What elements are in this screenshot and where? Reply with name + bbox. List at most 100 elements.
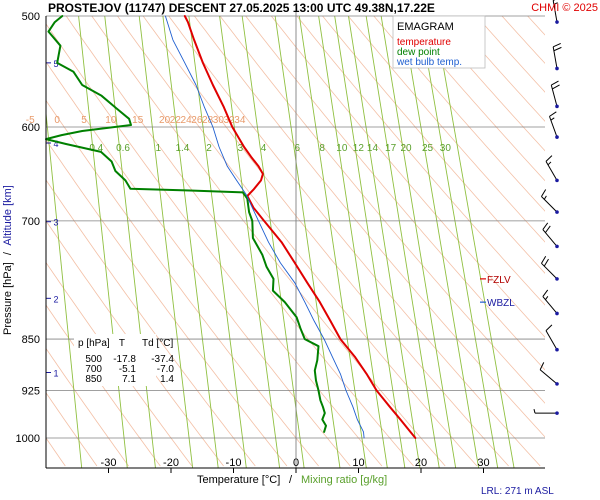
mixing-ratio-line [419, 16, 499, 468]
dry-adiabat-label: 0 [54, 115, 60, 126]
y-axis-label: Pressure [hPa] / Altitude [km] [2, 185, 14, 335]
wind-barb-half-flag [550, 117, 555, 121]
table-cell-t: -17.8 [113, 354, 136, 365]
wind-barb-half-flag [553, 2, 558, 5]
dry-adiabat-line [219, 16, 545, 404]
wind-barb-station [555, 411, 559, 415]
mixing-ratio-label: 12 [353, 143, 365, 154]
dry-adiabat-label: 26 [191, 115, 203, 126]
mixing-ratio-line [401, 16, 480, 468]
chart-title: PROSTEJOV (11747) DESCENT 27.05.2025 13:… [48, 1, 435, 15]
wind-barb-station [555, 210, 559, 214]
legend-temperature: temperature [397, 37, 451, 48]
table-header-td: Td [°C] [142, 338, 173, 349]
grid-clipped-area [46, 16, 545, 468]
dry-adiabat-line [296, 16, 545, 306]
mixing-ratio-label: 0.6 [116, 143, 130, 154]
x-axis-label-mixing-ratio: Mixing ratio [g/kg] [301, 474, 387, 486]
y-axis-label-altitude: Altitude [km] [2, 185, 14, 246]
table-cell-td: -37.4 [151, 354, 174, 365]
dry-adiabat-line [46, 99, 319, 467]
altitude-tick-label: 1 [53, 369, 58, 379]
wind-barb-shaft [545, 330, 558, 350]
dry-adiabat-line [91, 16, 446, 467]
wind-barb [542, 222, 559, 249]
wind-barb-flag [549, 111, 557, 117]
dry-adiabat-line [245, 16, 545, 371]
dry-adiabat-line [46, 261, 193, 467]
mixing-ratio-line [298, 16, 367, 468]
mixing-ratio-label: 4 [261, 143, 267, 154]
mixing-ratio-line [334, 16, 406, 468]
mixing-ratio-line [380, 16, 457, 468]
altitude-tick-label: 3 [53, 218, 58, 228]
fzlv-label: FZLV [487, 275, 511, 286]
mixing-ratio-line [188, 16, 247, 468]
y-axis-label-separator: / [2, 251, 14, 255]
altitude-tick-label: 5 [53, 59, 58, 69]
dry-adiabat-label: 30 [213, 115, 225, 126]
dry-adiabat-line [347, 16, 545, 243]
wind-barb [533, 409, 559, 415]
wind-barb-flag [545, 225, 551, 233]
dry-adiabat-label: 15 [132, 115, 144, 126]
mixing-ratio-line [318, 16, 388, 468]
wind-barb-station [555, 347, 559, 352]
wind-barb-station [555, 277, 559, 281]
y-tick-label: 925 [22, 386, 40, 398]
mixing-ratio-line [219, 16, 281, 468]
wind-barb-shaft [539, 369, 558, 385]
table-cell-td: -7.0 [157, 364, 175, 375]
mixing-ratio-label: 10 [336, 143, 348, 154]
wind-barb-half-flag [543, 195, 547, 200]
mixing-ratio-label: 14 [367, 143, 379, 154]
wind-barb-station [555, 135, 559, 139]
y-tick-label: 500 [22, 11, 40, 23]
wind-barb [541, 189, 559, 214]
table-header-p: p [hPa] [78, 338, 110, 349]
x-axis-label-temperature: Temperature [°C] [197, 474, 280, 486]
wind-barb-half-flag [533, 409, 536, 414]
mixing-ratio-line [241, 16, 305, 468]
wind-barb-flag [553, 46, 562, 52]
dry-adiabat-label: 34 [234, 115, 246, 126]
dry-adiabat-line [142, 16, 509, 467]
y-tick-label: 700 [22, 216, 40, 228]
y-tick-label: 850 [22, 334, 40, 346]
wind-barb-station [555, 104, 559, 109]
copyright-label: CHMI © 2025 [531, 2, 598, 14]
mixing-ratio-label: 20 [400, 143, 412, 154]
wind-barb-station [555, 382, 559, 386]
legend-dew-point: dew point [397, 47, 440, 58]
x-tick-label: 20 [415, 457, 427, 469]
series-line-temperature [183, 15, 417, 439]
wind-barbs [533, 0, 562, 415]
mixing-ratio-label: 3 [238, 143, 244, 154]
wind-barb-station [555, 178, 559, 183]
mixing-ratio-line [274, 16, 341, 468]
dry-adiabat-line [46, 139, 288, 467]
mixing-ratio-line [104, 16, 156, 468]
dry-adiabat-label: 24 [181, 115, 193, 126]
table-header-t: T [119, 338, 125, 349]
dry-adiabat-line [373, 16, 545, 212]
dry-adiabat-line [270, 16, 545, 338]
mixing-ratio-label: 25 [422, 143, 434, 154]
x-tick-label: -20 [163, 457, 179, 469]
wind-barb [545, 324, 559, 352]
series-line-wet-bulb-temp- [164, 15, 365, 439]
wind-barb-half-flag [545, 296, 549, 300]
dry-adiabat-line [46, 220, 224, 467]
y-tick-label: 1000 [16, 433, 40, 445]
altitude-tick-label: 2 [53, 294, 58, 304]
wind-barb-flag [545, 155, 553, 162]
mixing-ratio-line [348, 16, 421, 468]
wind-barb-flag [552, 42, 561, 48]
x-tick-label: 0 [293, 457, 299, 469]
table-cell-p: 850 [85, 374, 102, 385]
mixing-ratio-label: 17 [385, 143, 397, 154]
table-cell-p: 700 [85, 364, 102, 375]
dry-adiabat-line [46, 304, 161, 467]
mixing-ratio-label: 0.4 [89, 143, 103, 154]
y-tick-label: 600 [22, 122, 40, 134]
